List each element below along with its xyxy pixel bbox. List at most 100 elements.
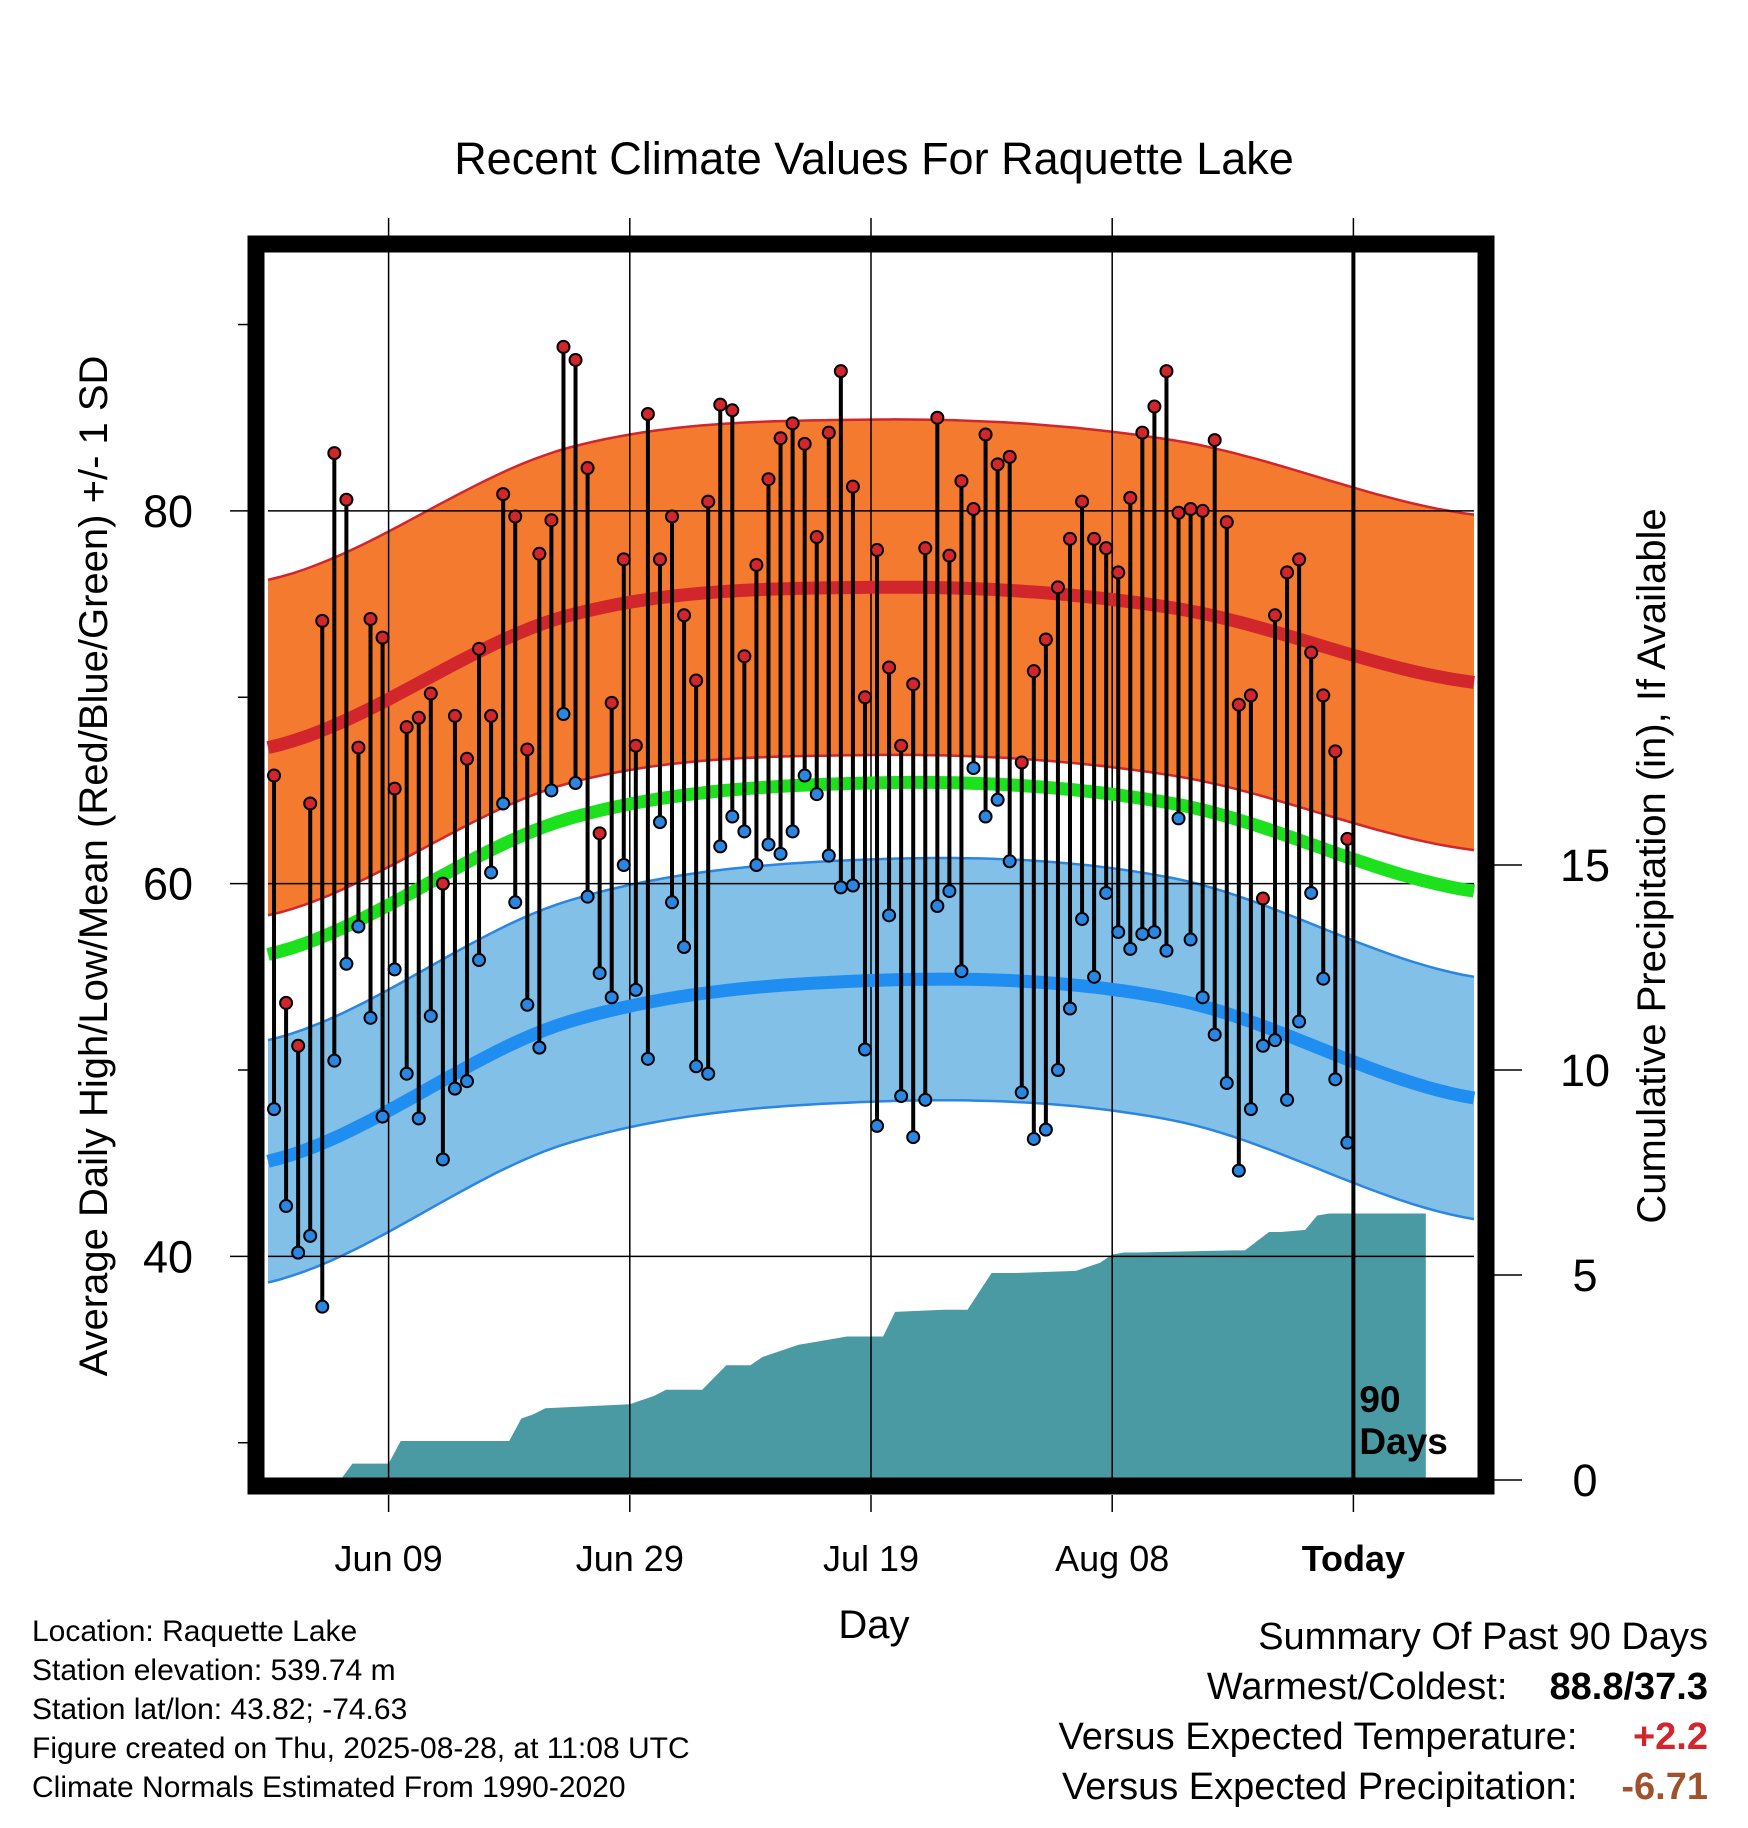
y-right-tick-label: 0 <box>1572 1455 1597 1506</box>
low-point <box>1159 943 1174 958</box>
low-point <box>1099 885 1114 900</box>
high-point <box>761 472 776 487</box>
high-point <box>773 431 788 446</box>
high-point <box>652 552 667 567</box>
high-point <box>1304 645 1319 660</box>
high-point <box>857 690 872 705</box>
low-point <box>472 953 487 968</box>
low-point <box>363 1010 378 1025</box>
high-point <box>785 416 800 431</box>
high-point <box>1111 565 1126 580</box>
high-point <box>423 686 438 701</box>
precip-value: -6.71 <box>1621 1766 1708 1808</box>
high-point <box>459 751 474 766</box>
low-point <box>821 848 836 863</box>
high-point <box>809 530 824 544</box>
plot-area <box>266 250 1476 1480</box>
precip-label: Versus Expected Precipitation: <box>1062 1766 1578 1808</box>
low-point <box>628 982 643 997</box>
high-point <box>882 660 897 675</box>
low-point <box>520 997 535 1012</box>
high-point <box>267 768 282 783</box>
high-point <box>1026 664 1041 679</box>
low-point <box>1075 912 1090 927</box>
low-point <box>942 884 957 899</box>
low-point <box>978 809 993 824</box>
low-point <box>315 1299 330 1314</box>
low-point <box>279 1199 294 1214</box>
high-point <box>978 427 993 442</box>
low-point <box>870 1118 885 1133</box>
elevation-text: Station elevation: 539.74 m <box>32 1654 396 1687</box>
low-point <box>291 1245 306 1260</box>
high-point <box>435 876 450 891</box>
high-point <box>520 742 535 757</box>
today-days-label: Days <box>1359 1421 1447 1462</box>
low-point <box>906 1130 921 1145</box>
low-point <box>1280 1092 1295 1107</box>
x-tick-label: Jul 19 <box>823 1538 919 1579</box>
chart-title: Recent Climate Values For Raquette Lake <box>454 133 1294 184</box>
high-point <box>1147 399 1162 414</box>
low-point <box>1268 1033 1283 1048</box>
high-point <box>1014 755 1029 770</box>
high-point <box>930 410 945 425</box>
low-point <box>267 1102 282 1117</box>
low-point <box>640 1051 655 1066</box>
high-point <box>1268 608 1283 623</box>
x-axis-label: Day <box>838 1603 909 1647</box>
high-point <box>906 677 921 692</box>
high-point <box>1280 565 1295 580</box>
low-point <box>1002 854 1017 869</box>
high-point <box>990 457 1005 472</box>
station-info: Location: Raquette Lake Station elevatio… <box>32 1612 690 1807</box>
created-text: Figure created on Thu, 2025-08-28, at 11… <box>32 1732 690 1765</box>
warm-cold-value: 88.8/37.3 <box>1549 1666 1708 1708</box>
high-point <box>966 502 981 517</box>
high-normal-line <box>266 580 1475 754</box>
low-point <box>677 940 692 954</box>
low-point <box>845 878 860 893</box>
y-right-tick-label: 5 <box>1572 1250 1597 1301</box>
high-point <box>1002 449 1017 464</box>
y-right-tick-label: 15 <box>1560 840 1610 891</box>
high-point <box>737 649 752 664</box>
high-point <box>640 407 655 421</box>
low-point <box>592 966 607 981</box>
low-point <box>387 962 402 977</box>
low-point <box>580 889 595 904</box>
low-point <box>1316 971 1331 986</box>
low-point <box>1123 941 1138 956</box>
high-point <box>1159 364 1174 379</box>
low-point <box>399 1066 414 1081</box>
high-point <box>580 461 595 476</box>
low-point <box>459 1074 474 1089</box>
low-point <box>1231 1163 1246 1178</box>
low-point <box>435 1152 450 1167</box>
x-tick-label: Today <box>1302 1538 1405 1579</box>
high-point <box>604 695 619 710</box>
low-point <box>1328 1072 1343 1087</box>
high-point <box>713 397 728 412</box>
high-point <box>532 546 547 561</box>
high-point <box>894 738 909 753</box>
low-point <box>1087 969 1102 984</box>
high-point <box>339 492 354 507</box>
high-point <box>628 738 643 753</box>
y-axis-label-left: Average Daily High/Low/Mean (Red/Blue/Gr… <box>72 356 116 1377</box>
high-point <box>1292 552 1307 567</box>
high-point <box>845 479 860 494</box>
high-point <box>399 720 414 735</box>
high-point <box>1062 531 1077 546</box>
low-point <box>1135 926 1150 941</box>
high-point <box>1099 541 1114 556</box>
precipitation-area <box>268 1213 1426 1480</box>
low-point <box>544 783 559 798</box>
low-point <box>749 858 764 872</box>
summary-warm-cold: Warmest/Coldest: 88.8/37.3 <box>1059 1662 1708 1712</box>
low-point <box>568 776 583 790</box>
y-left-tick-label: 60 <box>143 859 193 910</box>
high-point <box>1123 490 1138 505</box>
low-point <box>990 792 1005 807</box>
low-point <box>327 1053 342 1068</box>
